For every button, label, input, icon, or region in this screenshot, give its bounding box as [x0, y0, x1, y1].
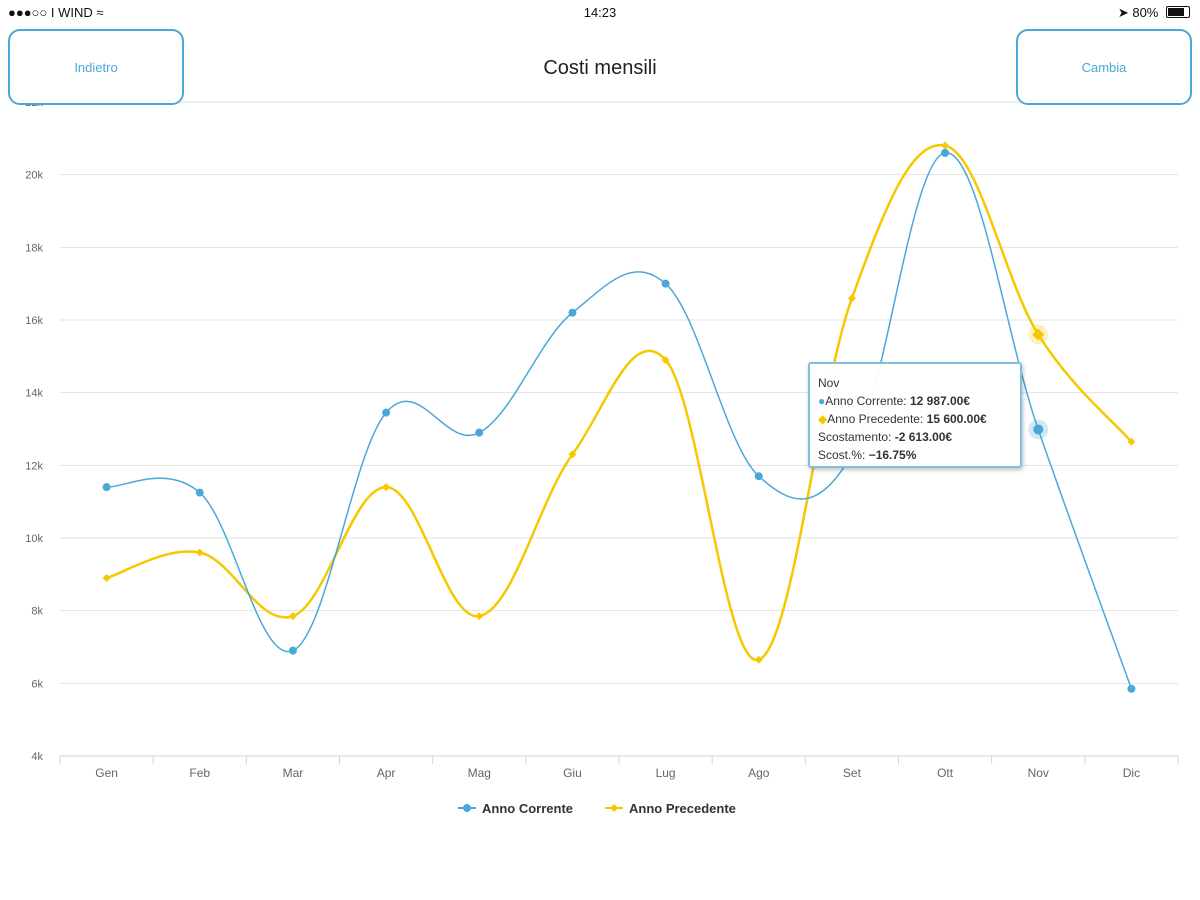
data-point-anno-corrente — [1127, 684, 1136, 693]
x-tick-label: Lug — [656, 766, 676, 780]
data-point-anno-precedente — [102, 573, 111, 582]
data-point-anno-corrente — [475, 428, 484, 437]
change-button[interactable]: Cambia — [1016, 29, 1192, 105]
location-arrow-icon: ➤ — [1117, 5, 1129, 20]
data-point-anno-precedente — [847, 294, 856, 303]
y-tick-label: 20k — [25, 170, 43, 182]
data-point-anno-corrente — [382, 408, 391, 417]
x-tick-label: Giu — [563, 766, 582, 780]
tooltip-current: ●Anno Corrente: 12 987.00€ — [818, 394, 971, 408]
battery-icon — [1166, 6, 1190, 18]
data-point-anno-corrente — [754, 472, 763, 481]
y-tick-label: 18k — [25, 242, 43, 254]
data-point-anno-precedente — [661, 355, 670, 364]
y-tick-label: 14k — [25, 388, 43, 400]
data-point-anno-corrente — [941, 148, 950, 157]
data-point-anno-corrente — [288, 646, 297, 655]
legend-marker-anno-precedente — [610, 804, 618, 812]
tooltip-previous: ◆Anno Precedente: 15 600.00€ — [818, 412, 987, 426]
x-tick-label: Feb — [189, 766, 210, 780]
legend-marker-anno-corrente — [463, 804, 471, 812]
data-point-anno-precedente — [475, 612, 484, 621]
data-point-anno-corrente — [661, 279, 670, 288]
tooltip-marker-previous: ◆ — [818, 412, 828, 426]
x-tick-label: Gen — [95, 766, 118, 780]
page-title: Costi mensili — [543, 57, 657, 79]
data-point-anno-corrente — [568, 308, 577, 317]
data-point-anno-precedente — [195, 548, 204, 557]
battery-percent: 80% — [1132, 5, 1159, 20]
carrier-signal: ●●●○○ I WIND ≈ — [8, 5, 104, 20]
data-point-anno-corrente — [1033, 424, 1044, 435]
tooltip-month: Nov — [818, 376, 840, 390]
data-point-anno-precedente — [941, 141, 950, 150]
wifi-icon: ≈ — [96, 5, 104, 20]
y-tick-label: 10k — [25, 533, 43, 545]
x-tick-label: Dic — [1123, 766, 1140, 780]
clock: 14:23 — [583, 5, 617, 20]
x-tick-label: Mag — [468, 766, 491, 780]
legend-label-anno-corrente: Anno Corrente — [482, 801, 573, 816]
tooltip-difference: Scostamento: -2 613.00€ — [818, 430, 953, 444]
y-tick-label: 4k — [31, 751, 43, 763]
data-point-anno-precedente — [754, 655, 763, 664]
x-tick-label: Ott — [937, 766, 954, 780]
y-tick-label: 6k — [31, 678, 43, 690]
carrier-label: ●●●○○ I WIND — [8, 5, 93, 20]
data-point-anno-corrente — [102, 483, 111, 492]
y-tick-label: 12k — [25, 460, 43, 472]
y-tick-label: 16k — [25, 315, 43, 327]
x-tick-label: Nov — [1028, 766, 1049, 780]
status-right: ➤ 80% — [1118, 5, 1190, 21]
x-tick-label: Apr — [377, 766, 396, 780]
legend-label-anno-precedente: Anno Precedente — [629, 801, 736, 816]
status-bar: ●●●○○ I WIND ≈ 14:23 ➤ 80% — [0, 0, 1200, 24]
tooltip-marker-current: ● — [818, 394, 826, 408]
y-tick-label: 8k — [31, 606, 43, 618]
data-point-anno-precedente — [288, 612, 297, 621]
data-point-anno-precedente — [1127, 437, 1136, 446]
x-tick-label: Set — [843, 766, 862, 780]
back-button[interactable]: Indietro — [8, 29, 184, 105]
data-point-anno-precedente — [568, 450, 577, 459]
tooltip-difference-percent: Scost.%: −16.75% — [818, 448, 917, 462]
data-point-anno-corrente — [195, 488, 204, 497]
data-point-anno-precedente — [382, 483, 391, 492]
x-tick-label: Mar — [283, 766, 304, 780]
x-tick-label: Ago — [748, 766, 770, 780]
battery-fill — [1168, 8, 1184, 16]
data-point-anno-precedente — [1032, 328, 1045, 341]
chart-tooltip: Nov ●Anno Corrente: 12 987.00€ ◆Anno Pre… — [808, 362, 1022, 468]
